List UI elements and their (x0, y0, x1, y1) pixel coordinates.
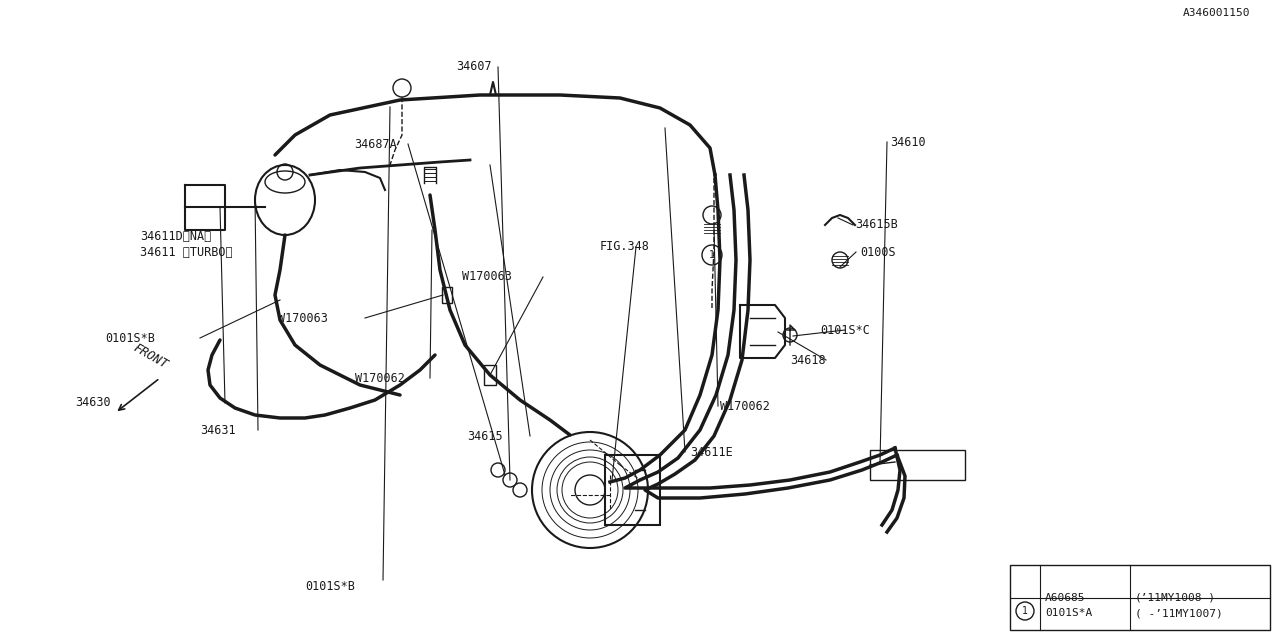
Bar (870, 450, 965, 480)
Text: FRONT: FRONT (131, 341, 169, 371)
Text: 34611E: 34611E (690, 445, 732, 458)
Text: W170063: W170063 (462, 271, 512, 284)
Text: W170063: W170063 (278, 312, 328, 324)
Text: 0101S*B: 0101S*B (105, 332, 155, 344)
Text: A60685: A60685 (1044, 593, 1085, 603)
Bar (1010, 565, 1270, 630)
Text: 0101S*A: 0101S*A (1044, 608, 1092, 618)
Text: W170062: W170062 (355, 371, 404, 385)
Text: 34615B: 34615B (855, 218, 897, 232)
Text: 0100S: 0100S (860, 246, 896, 259)
Text: 34631: 34631 (200, 424, 236, 436)
Bar (442, 287, 452, 303)
Text: 34611 〈TURBO〉: 34611 〈TURBO〉 (140, 246, 233, 259)
Bar (484, 365, 497, 385)
Text: 34687A: 34687A (355, 138, 397, 150)
Text: ( -’11MY1007): ( -’11MY1007) (1135, 608, 1222, 618)
Text: A346001150: A346001150 (1183, 8, 1251, 18)
Bar (605, 455, 660, 525)
Text: FIG.348: FIG.348 (600, 241, 650, 253)
Text: 34630: 34630 (76, 397, 110, 410)
Text: 34615: 34615 (467, 429, 503, 442)
Text: 0101S*B: 0101S*B (305, 580, 355, 593)
Text: 0101S*C: 0101S*C (820, 323, 870, 337)
Text: 34610: 34610 (890, 136, 925, 148)
Text: 34607: 34607 (456, 61, 492, 74)
Text: 34618: 34618 (790, 353, 826, 367)
Text: 1: 1 (709, 250, 716, 260)
Text: W170062: W170062 (719, 399, 769, 413)
Text: 34611D〈NA〉: 34611D〈NA〉 (140, 230, 211, 243)
Text: (’11MY1008-): (’11MY1008-) (1135, 593, 1216, 603)
Text: 1: 1 (1021, 606, 1028, 616)
